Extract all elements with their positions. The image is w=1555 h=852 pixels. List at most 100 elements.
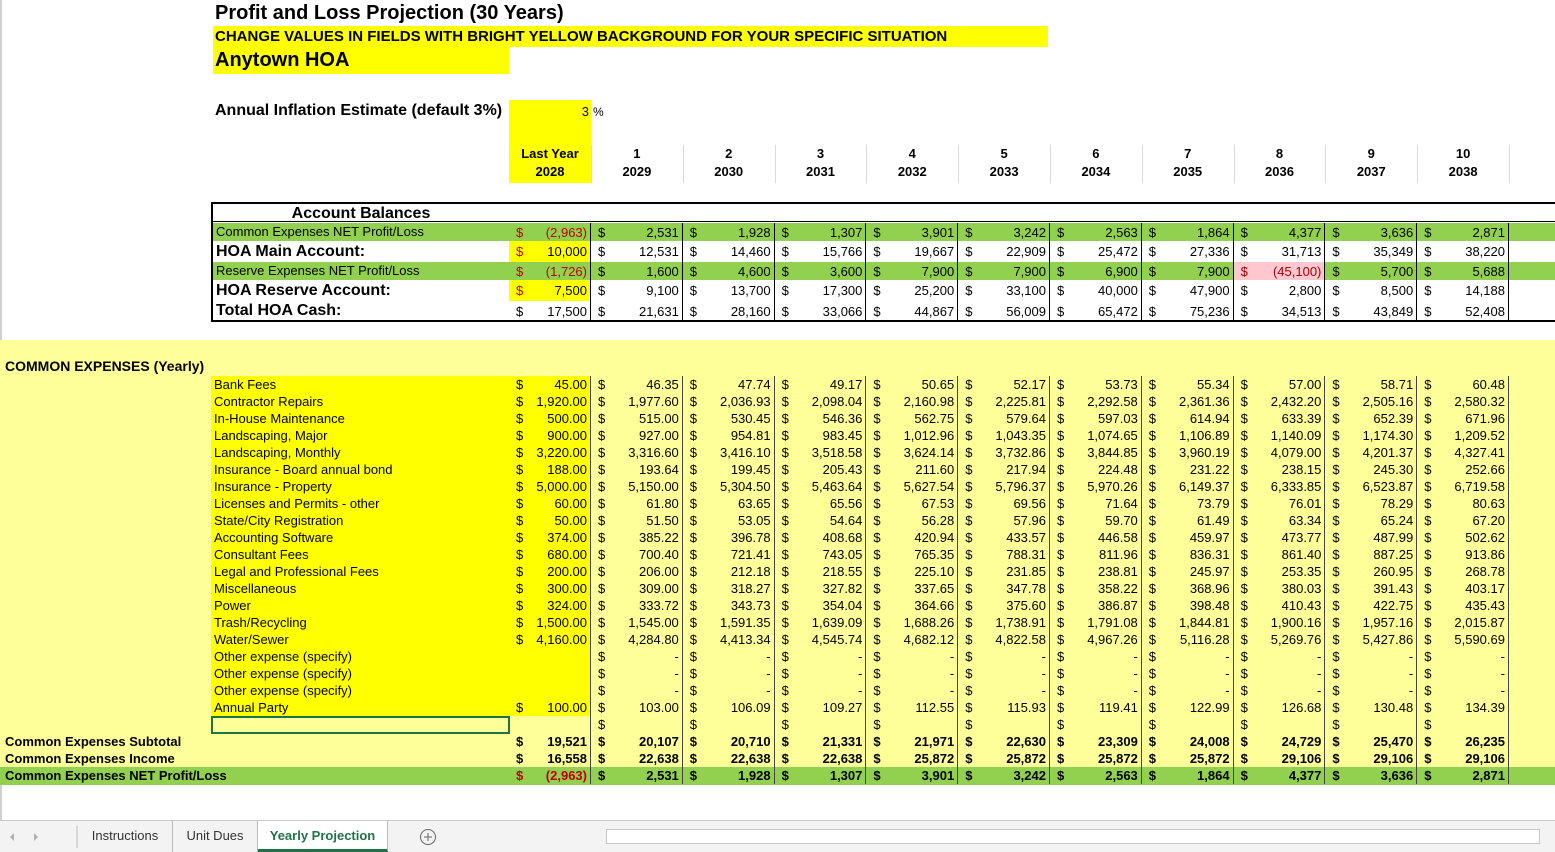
value-cell[interactable]: $7,500 [509, 280, 591, 301]
value-cell[interactable]: $5,000.00 [509, 478, 591, 495]
value-cell: $47.74 [683, 376, 775, 393]
value-cell: $385.22 [591, 529, 683, 546]
cell-value: 253.35 [1281, 564, 1322, 579]
value-cell: $410.43 [1234, 597, 1326, 614]
currency-sign: $ [516, 768, 524, 783]
cell-value: 1,688.26 [903, 615, 955, 630]
row-label: Contractor Repairs [214, 394, 324, 409]
value-cell: $53.05 [683, 512, 775, 529]
cell-value: 459.97 [1189, 530, 1230, 545]
value-cell[interactable] [509, 648, 591, 665]
next-sheet[interactable] [34, 833, 38, 841]
value-cell: $ [591, 716, 683, 733]
add-sheet[interactable] [418, 827, 438, 847]
value-cell: $34,513 [1234, 301, 1326, 321]
column-period: 4 [908, 146, 916, 161]
cell-value: 433.57 [1006, 530, 1046, 545]
value-cell: $76.01 [1234, 495, 1326, 512]
value-cell: $ [1050, 716, 1142, 733]
row-label: Total HOA Cash: [216, 302, 342, 319]
value-cell[interactable]: $50.00 [509, 512, 591, 529]
currency-sign: $ [873, 751, 881, 766]
value-cell[interactable]: $100.00 [509, 699, 591, 716]
cell-value: 1,928 [738, 224, 771, 240]
scrollbar[interactable] [606, 829, 1540, 844]
value-cell: $2,160.98 [866, 393, 959, 410]
value-cell[interactable]: $500.00 [509, 410, 591, 427]
cell-value: 28,160 [730, 303, 771, 319]
cell-value: 3,732.86 [995, 445, 1046, 460]
value-cell[interactable]: $4,160.00 [509, 631, 591, 648]
currency-sign: $ [1057, 394, 1065, 409]
value-cell: $27,336 [1142, 241, 1234, 262]
row-label: Annual Party [214, 700, 289, 715]
value-cell: $ - [958, 648, 1050, 665]
sheet-tab[interactable]: Unit Dues [173, 821, 258, 852]
currency-sign: $ [965, 244, 973, 259]
currency-sign: $ [1057, 632, 1065, 647]
value-cell[interactable]: $374.00 [509, 529, 591, 546]
value-cell: $309.00 [591, 580, 683, 597]
cell-value: 5,700 [1380, 263, 1414, 279]
value-cell: $652.39 [1325, 410, 1418, 427]
currency-sign: $ [1148, 283, 1157, 298]
currency-sign: $ [873, 377, 881, 392]
value-cell: $3,960.19 [1142, 444, 1234, 461]
prev-sheet[interactable] [10, 833, 14, 841]
value-cell[interactable]: $324.00 [509, 597, 591, 614]
value-cell: $33,066 [775, 301, 867, 321]
cell-value: 375.60 [1006, 598, 1046, 613]
value-cell[interactable] [509, 682, 591, 699]
cell-value: 1,920.00 [536, 394, 587, 409]
inflation-value[interactable]: 3 [581, 104, 589, 119]
currency-sign: $ [873, 445, 881, 460]
tab-nav[interactable] [0, 826, 80, 848]
cell-value: 10,000 [547, 244, 587, 259]
row-label: Legal and Professional Fees [214, 564, 379, 579]
sheet-tab[interactable]: Instructions [78, 821, 173, 852]
value-cell[interactable]: $10,000 [509, 241, 591, 262]
currency-sign: $ [1424, 428, 1432, 443]
value-cell: $29,106 [1417, 750, 1509, 767]
value-cell[interactable]: $200.00 [509, 563, 591, 580]
value-cell[interactable]: $1,920.00 [509, 393, 591, 410]
cell-value: 502.62 [1465, 530, 1505, 545]
value-cell[interactable]: $188.00 [509, 461, 591, 478]
value-cell[interactable]: $680.00 [509, 546, 591, 563]
value-cell: $67.53 [866, 495, 959, 512]
selected-cell[interactable] [211, 716, 510, 734]
cell-value: 7,900 [1013, 263, 1046, 279]
value-cell[interactable]: $1,500.00 [509, 614, 591, 631]
value-cell: $5,627.54 [866, 478, 959, 495]
currency-sign: $ [1057, 598, 1065, 613]
currency-sign: $ [1057, 649, 1065, 664]
value-cell: $25,200 [866, 280, 959, 301]
currency-sign: $ [965, 700, 973, 715]
hoa-name: Anytown HOA [213, 47, 509, 74]
currency-sign: $ [598, 768, 606, 783]
value-cell: $260.95 [1325, 563, 1418, 580]
value-cell: $2,871 [1417, 767, 1509, 784]
currency-sign: $ [781, 666, 789, 681]
value-cell[interactable]: $3,220.00 [509, 444, 591, 461]
value-cell[interactable] [509, 665, 591, 682]
currency-sign: $ [965, 462, 973, 477]
cell-value: - [949, 666, 955, 681]
cell-value: 231.85 [1006, 564, 1046, 579]
cell-value: 1,209.52 [1454, 428, 1505, 443]
cell-value: 25,200 [914, 283, 955, 298]
inflation-input[interactable] [509, 100, 591, 183]
value-cell[interactable]: $45.00 [509, 376, 591, 393]
cell-value: 1,639.09 [811, 615, 863, 630]
cell-value: 65.24 [1380, 513, 1414, 528]
value-cell: $78.29 [1325, 495, 1418, 512]
cell-value: 24,008 [1189, 734, 1230, 749]
value-cell[interactable]: $60.00 [509, 495, 591, 512]
value-cell[interactable]: $300.00 [509, 580, 591, 597]
value-cell: $ - [1417, 682, 1509, 699]
value-cell: $614.94 [1142, 410, 1234, 427]
value-cell[interactable]: $900.00 [509, 427, 591, 444]
currency-sign: $ [1148, 649, 1157, 664]
active-tab[interactable]: Yearly Projection [258, 821, 388, 852]
cell-value: 5,688 [1472, 263, 1505, 279]
